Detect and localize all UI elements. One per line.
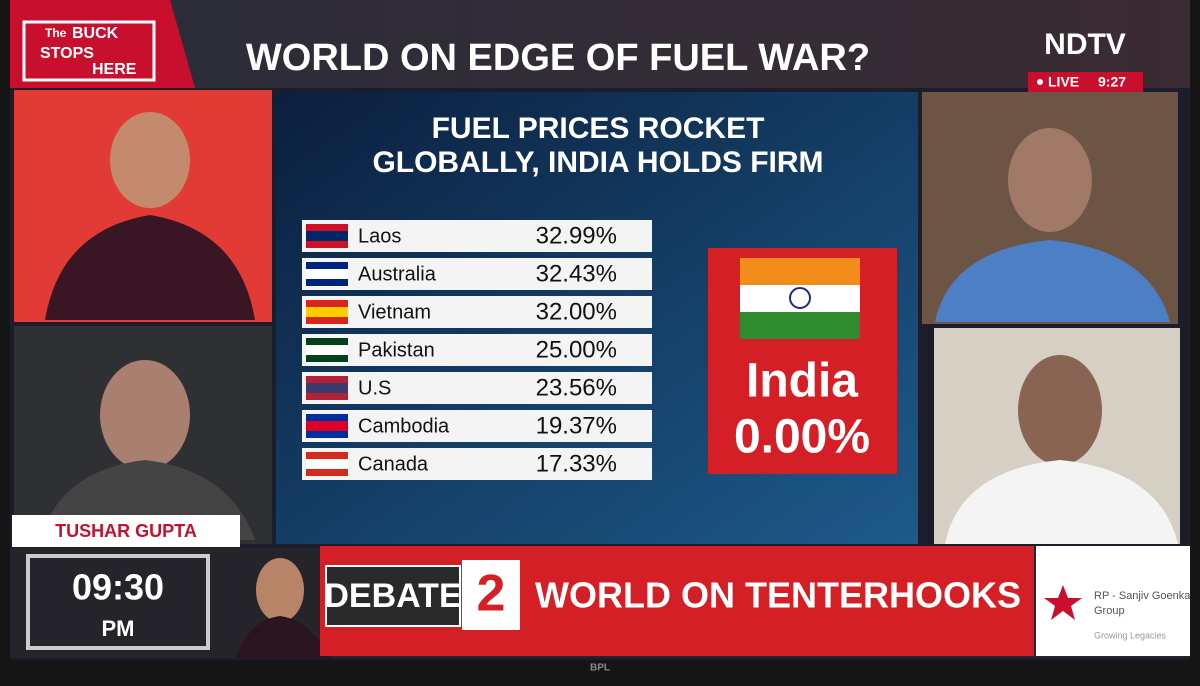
flag-stripe [740,312,860,339]
price-change: 32.00% [536,298,617,325]
sponsor-name: RP - Sanjiv Goenka [1094,590,1191,602]
debate-topic: WORLD ON TENTERHOOKS [535,575,1021,616]
header-bar [10,0,1190,88]
price-change: 32.43% [536,260,617,287]
sponsor-name: Group [1094,605,1125,617]
clock-time: 09:30 [72,567,164,608]
country: Laos [358,225,401,247]
country: Australia [358,263,437,285]
india-value: 0.00% [734,411,870,464]
logo-frame [22,20,156,82]
logo-text: HERE [92,61,137,78]
price-list: Laos 32.99% Australia 32.43% Vietnam 32.00% Pa… [302,220,652,480]
row-bg [302,410,652,442]
guest-name: TUSHAR GUPTA [55,521,197,541]
row-bg [302,220,652,252]
flag-detail [306,383,348,393]
flag-chakra [789,287,811,309]
headline: WORLD ON EDGE OF FUEL WAR? [246,37,870,79]
price-change: 32.99% [536,222,617,249]
live-time: 9:27 [1098,74,1126,90]
anchor-body [45,215,255,320]
flag-detail [306,231,348,241]
row-bg [302,258,652,290]
guest-face [100,360,190,470]
flag-detail [306,345,348,355]
flag-detail [306,421,348,431]
price-change: 19.37% [536,412,617,439]
tv-brand: BPL [590,663,610,674]
india-label: India [746,355,858,408]
flag-detail [306,459,348,469]
country: U.S [358,377,391,399]
sponsor-logo [1044,585,1082,620]
guest-face [1008,128,1092,232]
debate-number: 2 [477,565,506,623]
guest-body [945,460,1178,544]
row-bg [302,334,652,366]
clock-frame [26,554,210,650]
graphic-title: FUEL PRICES ROCKET [432,112,765,145]
flag-detail [306,307,348,317]
logo-text: BUCK [72,25,119,42]
anchor-face [110,112,190,208]
live-label: LIVE [1048,74,1079,90]
row-bg [302,372,652,404]
guest-body [935,240,1170,322]
price-change: 23.56% [536,374,617,401]
price-change: 25.00% [536,336,617,363]
flag-stripe [740,258,860,285]
anchor-thumb [256,558,304,622]
channel-logo: NDTV [1044,28,1126,61]
guest-face [1018,355,1102,465]
country: Cambodia [358,415,450,437]
country: Vietnam [358,301,431,323]
live-dot [1037,79,1043,85]
debate-label: DEBATE [324,577,461,615]
name-tag [12,515,240,547]
clock-period: PM [102,616,135,641]
graphic-title: GLOBALLY, INDIA HOLDS FIRM [372,146,823,179]
sponsor-tagline: Growing Legacies [1094,630,1167,640]
logo-text: The [45,26,67,40]
price-change: 17.33% [536,450,617,477]
row-bg [302,448,652,480]
debate-label-box [325,565,461,627]
row-bg [302,296,652,328]
country: Pakistan [358,339,435,361]
live-badge [1028,72,1143,92]
debate-number-box [462,560,520,630]
country: Canada [358,453,429,475]
flag-detail [306,269,348,279]
anchor-thumb-body [235,616,330,658]
logo-text: STOPS [40,45,94,62]
